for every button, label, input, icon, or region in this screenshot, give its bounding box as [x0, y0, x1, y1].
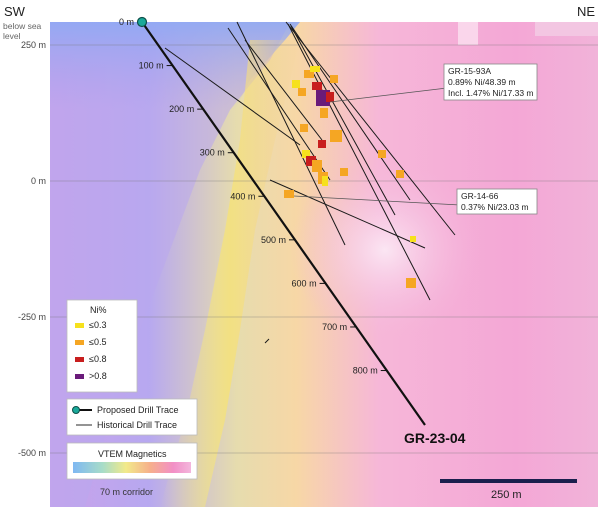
- callout-line-1: GR-15-93A: [448, 66, 491, 76]
- historical-trace: [164, 47, 301, 146]
- ni-legend-label: ≤0.3: [89, 320, 106, 330]
- assay-interval-le05: [320, 108, 328, 118]
- assay-interval-le05: [330, 75, 338, 83]
- historical-trace: [290, 25, 396, 216]
- assay-interval-le03: [322, 176, 328, 186]
- datum-label-line2: level: [3, 31, 21, 41]
- high-magnetics-core: [290, 160, 480, 340]
- depth-marker-label: 300 m: [200, 148, 225, 158]
- assay-interval-le08: [306, 156, 316, 166]
- trace-legend-box: [66, 398, 198, 436]
- callout-box: [456, 188, 538, 215]
- historical-trace: [244, 39, 323, 141]
- ni-legend-label: >0.8: [89, 371, 107, 381]
- ni-legend-label: ≤0.8: [89, 354, 106, 364]
- surface-blue-zone: [50, 22, 300, 110]
- assay-interval-le05: [396, 170, 404, 178]
- callout-line-3: Incl. 1.47% Ni/17.33 m: [448, 88, 534, 98]
- historical-trace: [285, 21, 456, 236]
- callout-leader: [293, 195, 461, 206]
- depth-marker-label: 400 m: [230, 191, 255, 201]
- ni-legend-swatch: [75, 357, 84, 362]
- historical-trace-legend-label: Historical Drill Trace: [97, 420, 177, 430]
- callout-line-2: 0.89% Ni/48.39 m: [448, 77, 516, 87]
- assay-interval-le05: [406, 278, 416, 288]
- scale-bar: 250 m: [440, 479, 577, 501]
- ni-legend-title: Ni%: [90, 305, 107, 315]
- scale-bar-label: 250 m: [491, 489, 522, 501]
- historical-trace: [289, 23, 411, 201]
- assay-interval-le03: [302, 150, 310, 158]
- proposed-trace-legend-marker: [72, 406, 80, 414]
- callout-box: [443, 63, 538, 101]
- depth-marker-label: 600 m: [292, 278, 317, 288]
- direction-ne-label: NE: [577, 4, 595, 19]
- elevation-axis: 250 m 0 m -250 m -500 m: [18, 40, 46, 458]
- historical-trace: [264, 338, 270, 344]
- depth-marker-label: 800 m: [353, 366, 378, 376]
- assay-interval-le05: [298, 88, 306, 96]
- assay-interval-le03: [292, 80, 300, 88]
- historical-trace: [269, 179, 426, 249]
- surface-notch: [458, 22, 478, 45]
- proposed-depth-markers: 0 m 100 m 200 m 300 m 400 m 500 m 600 m 700 m 80…: [119, 17, 387, 376]
- magnetics-corridor-label: 70 m corridor: [100, 487, 153, 497]
- callout-line-1: GR-14-66: [461, 191, 499, 201]
- assay-interval-le05: [300, 124, 308, 132]
- depth-marker-label: 500 m: [261, 235, 286, 245]
- assay-interval-le05: [340, 168, 348, 176]
- magnetics-legend: VTEM Magnetics 70 m corridor: [66, 442, 198, 497]
- elevation-tick-label: -500 m: [18, 448, 46, 458]
- assay-interval-le03: [410, 236, 416, 242]
- callout-gr-14-66: GR-14-66 0.37% Ni/23.03 m: [293, 188, 538, 215]
- assay-interval-le03: [310, 66, 320, 72]
- proposed-collar-marker: [136, 16, 148, 28]
- depth-marker-label: 200 m: [169, 104, 194, 114]
- historical-trace: [236, 21, 346, 246]
- historical-trace: [227, 27, 331, 181]
- ni-assay-intervals: [284, 66, 416, 288]
- proposed-trace-legend-label: Proposed Drill Trace: [97, 405, 179, 415]
- assay-interval-le08: [312, 82, 322, 90]
- assay-interval-le05: [330, 130, 342, 142]
- ni-legend-swatch: [75, 340, 84, 345]
- surface-cap: [535, 22, 598, 36]
- depth-marker-label: 700 m: [322, 322, 347, 332]
- assay-interval-le05: [378, 150, 386, 158]
- assay-interval-le08: [326, 92, 334, 102]
- callout-gr-15-93a: GR-15-93A 0.89% Ni/48.39 m Incl. 1.47% N…: [329, 63, 538, 103]
- direction-sw-label: SW: [4, 4, 26, 19]
- callout-line-2: 0.37% Ni/23.03 m: [461, 202, 529, 212]
- elevation-tick-label: 250 m: [21, 40, 46, 50]
- elevation-tick-label: 0 m: [31, 176, 46, 186]
- assay-interval-le05: [312, 160, 322, 172]
- magnetics-legend-title: VTEM Magnetics: [98, 449, 167, 459]
- scale-bar-line: [440, 479, 577, 483]
- assay-interval-le08: [318, 140, 326, 148]
- ni-legend-label: ≤0.5: [89, 337, 106, 347]
- assay-interval-le05: [284, 190, 294, 198]
- callout-leader: [329, 87, 448, 103]
- datum-label-line1: below sea: [3, 21, 42, 31]
- ni-legend: Ni% ≤0.3 ≤0.5 ≤0.8 >0.8: [66, 299, 138, 393]
- elevation-tick-label: -250 m: [18, 312, 46, 322]
- assay-interval-le05: [304, 70, 314, 78]
- proposed-hole-label: GR-23-04: [404, 430, 466, 446]
- proposed-drill-trace: [141, 21, 426, 426]
- yellow-transition-band: [160, 40, 300, 507]
- trace-legend: Proposed Drill Trace Historical Drill Tr…: [66, 398, 198, 436]
- ni-legend-swatch: [75, 374, 84, 379]
- magnetics-color-ramp: [73, 462, 191, 473]
- depth-marker-label: 0 m: [119, 17, 134, 27]
- depth-marker-label: 100 m: [139, 61, 164, 71]
- ni-legend-swatch: [75, 323, 84, 328]
